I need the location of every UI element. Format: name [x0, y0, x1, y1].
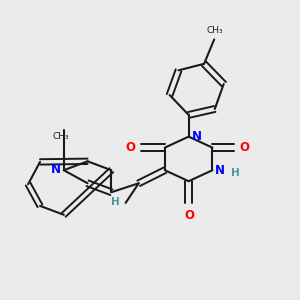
Text: N: N: [215, 164, 225, 177]
Text: CH₃: CH₃: [52, 132, 69, 141]
Text: O: O: [240, 140, 250, 154]
Text: O: O: [126, 140, 136, 154]
Text: O: O: [184, 209, 194, 222]
Text: N: N: [192, 130, 202, 142]
Text: H: H: [111, 197, 120, 207]
Text: CH₃: CH₃: [206, 26, 223, 35]
Text: H: H: [231, 168, 240, 178]
Text: N: N: [51, 163, 61, 176]
